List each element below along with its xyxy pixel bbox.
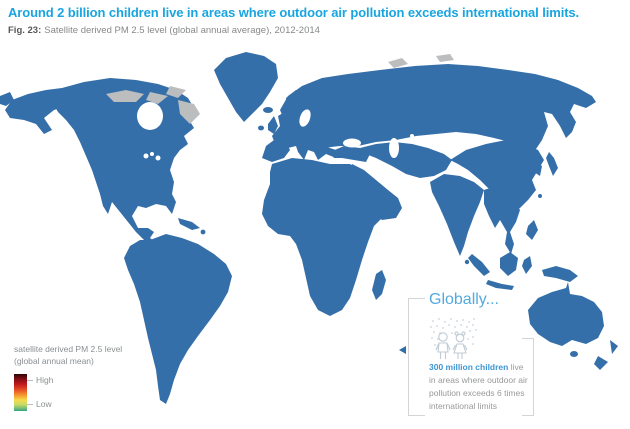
girl-figure	[452, 331, 468, 359]
stat-highlight: 300 million children	[429, 362, 509, 372]
page-title: Around 2 billion children live in areas …	[8, 5, 580, 20]
figure-caption: Fig. 23: Satellite derived PM 2.5 level (…	[8, 25, 320, 36]
legend-color-scale	[14, 374, 27, 411]
legend-tick-high	[27, 380, 33, 381]
world-map	[0, 52, 618, 404]
callout-heading: Globally...	[429, 291, 499, 308]
stat-rest: live in areas where outdoor air pollutio…	[429, 362, 528, 411]
legend-caption-line1: satellite derived PM 2.5 level	[14, 344, 123, 354]
legend-high-label: High	[36, 375, 54, 385]
legend-tick-low	[27, 404, 33, 405]
children-in-polluted-air-icon	[430, 318, 477, 359]
figure-caption-text: Satellite derived PM 2.5 level (global a…	[44, 25, 320, 36]
legend-caption-line2: (global annual mean)	[14, 355, 94, 366]
callout-right-bracket	[522, 338, 534, 416]
figure-number-label: Fig. 23:	[8, 25, 42, 36]
callout-pointer-icon	[399, 346, 406, 354]
legend-low-label: Low	[36, 399, 52, 409]
inland-water	[137, 102, 414, 161]
legend-caption: satellite derived PM 2.5 level (global a…	[14, 344, 122, 367]
callout-stat-text: 300 million children live in areas where…	[429, 361, 531, 413]
callout-left-bracket	[408, 298, 425, 416]
world-pm25-heatmap	[0, 48, 630, 424]
arctic-islands-no-data	[106, 54, 454, 124]
boy-figure	[435, 332, 451, 359]
pollution-dots	[430, 318, 477, 346]
